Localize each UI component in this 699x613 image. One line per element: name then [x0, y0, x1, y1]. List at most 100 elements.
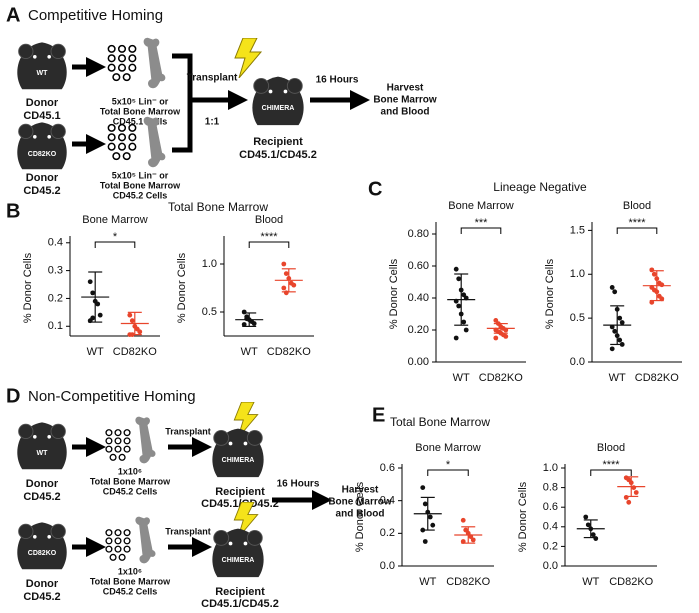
data-point: [623, 495, 629, 500]
transplant-label: Transplant: [165, 526, 211, 536]
mouse-label: CD82KO: [28, 151, 57, 158]
y-axis-label: % Donor Cells: [354, 481, 366, 552]
recipient-label: CD45.1/CD45.2: [201, 598, 279, 610]
x-tick-label: CD82KO: [609, 576, 653, 588]
cells: [105, 429, 131, 461]
data-point: [626, 499, 632, 505]
data-point: [137, 329, 143, 335]
panel-letter: E: [372, 404, 385, 426]
y-axis-label: % Donor Cells: [176, 252, 188, 323]
significance-label: *: [113, 231, 118, 243]
data-point: [291, 282, 297, 288]
time-label: 16 Hours: [316, 75, 359, 86]
chart: Blood % Donor Cells 0.0 0.5 1.0 1.5 WT CD82KO **…: [544, 200, 682, 384]
data-point: [612, 328, 618, 334]
data-point: [422, 501, 428, 507]
significance-bracket: [94, 241, 136, 248]
mouse-label: CHIMERA: [262, 105, 295, 112]
data-point: [281, 261, 287, 267]
y-tick-label: 0.4: [48, 237, 63, 249]
panel-letter: C: [368, 178, 382, 200]
chart: Bone Marrow % Donor Cells 0.0 0.2 0.4 0.6 WT CD…: [354, 442, 494, 588]
x-tick-label: WT: [241, 346, 258, 358]
data-point: [633, 490, 639, 495]
significance-label: ***: [475, 217, 489, 229]
y-tick-label: 0.1: [48, 320, 63, 332]
y-axis-label: % Donor Cells: [517, 481, 529, 552]
data-point: [659, 282, 665, 288]
harvest-label: Harvest: [387, 83, 424, 94]
x-tick-label: WT: [609, 372, 626, 384]
harvest-label: and Blood: [336, 509, 385, 520]
bracket: [172, 53, 193, 153]
data-point: [283, 271, 289, 276]
donor-label: CD45.2: [23, 591, 60, 603]
mouse: [251, 76, 305, 126]
data-point: [453, 266, 459, 272]
data-point: [453, 335, 459, 341]
harvest-label: Bone Marrow: [328, 497, 392, 508]
donor-label: Donor: [26, 578, 59, 590]
bone: [143, 37, 166, 89]
y-tick-label: 0.0: [543, 560, 558, 572]
panel-letter: B: [6, 200, 20, 222]
y-axis-label: % Donor Cells: [388, 258, 400, 329]
mouse-label: CHIMERA: [222, 457, 255, 464]
data-point: [420, 485, 426, 490]
mouse: [16, 521, 68, 570]
data-point: [90, 290, 96, 296]
bone: [135, 516, 156, 564]
data-point: [97, 312, 103, 318]
data-point: [129, 318, 135, 324]
cell-text: CD45.2 Cells: [113, 190, 168, 200]
data-point: [609, 346, 615, 352]
data-point: [470, 537, 476, 543]
time-label: 16 Hours: [277, 479, 320, 490]
data-point: [430, 522, 436, 528]
chart-title: Blood: [255, 214, 283, 226]
harvest-label: Bone Marrow: [373, 95, 437, 106]
donor-label: CD45.1: [23, 110, 60, 122]
donor-label: Donor: [26, 97, 59, 109]
data-point: [619, 320, 625, 325]
donor-label: Donor: [26, 172, 59, 184]
harvest-label: Harvest: [342, 485, 379, 496]
data-point: [427, 514, 433, 520]
y-tick-label: 0.8: [543, 482, 558, 494]
data-point: [651, 271, 657, 277]
donor-label: CD45.2: [23, 185, 60, 197]
significance-label: ****: [260, 231, 278, 243]
y-tick-label: 0.2: [543, 540, 558, 552]
data-point: [87, 279, 93, 285]
y-tick-label: 0.4: [380, 495, 395, 507]
recipient-label: Recipient: [215, 486, 265, 498]
chart: Bone Marrow % Donor Cells 0.1 0.2 0.3 0.4 WT CD…: [22, 214, 160, 358]
x-tick-label: CD82KO: [635, 372, 679, 384]
data-point: [127, 312, 133, 318]
data-point: [585, 522, 591, 528]
cell-text: CD45.2 Cells: [103, 586, 158, 596]
x-tick-label: CD82KO: [113, 346, 157, 358]
cell-text: Total Bone Marrow: [90, 476, 171, 486]
mouse: [16, 421, 68, 470]
data-point: [90, 315, 96, 321]
mouse: [211, 528, 265, 578]
y-tick-label: 0.4: [543, 521, 558, 533]
y-tick-label: 0.00: [408, 356, 429, 368]
mouse: [16, 121, 68, 170]
harvest-label: and Blood: [381, 107, 430, 118]
significance-bracket: [427, 469, 469, 476]
data-point: [95, 301, 101, 307]
x-tick-label: CD82KO: [446, 576, 490, 588]
panel-letter: A: [6, 4, 20, 26]
panel-title: Total Bone Marrow: [390, 415, 490, 429]
mouse: [211, 428, 265, 478]
mouse-label: WT: [37, 450, 49, 457]
data-point: [241, 309, 247, 315]
y-tick-label: 0.80: [408, 228, 429, 240]
transplant-label: Transplant: [187, 73, 238, 84]
data-point: [283, 290, 289, 296]
data-point: [609, 285, 615, 290]
recipient-label: Recipient: [215, 586, 265, 598]
